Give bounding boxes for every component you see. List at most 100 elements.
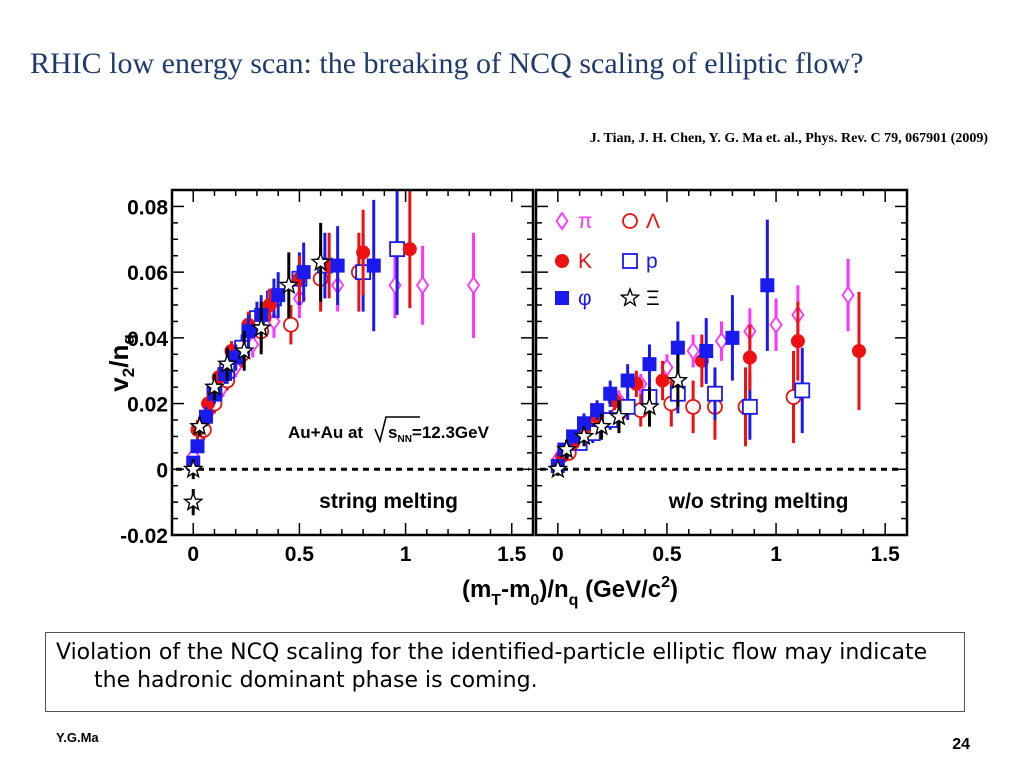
y-axis-label: v2/nq: [104, 334, 138, 391]
y-tick-label: 0: [156, 459, 168, 482]
series-K: [190, 190, 417, 440]
panel-frame: [534, 188, 909, 537]
y-tick-label: 0.04: [127, 328, 168, 351]
marker-pi: [388, 275, 402, 295]
legend-item-p: p: [622, 250, 658, 273]
marker-xi: [189, 415, 211, 436]
sqrt-symbol: [374, 416, 420, 444]
slide-title: RHIC low energy scan: the breaking of NC…: [30, 47, 864, 80]
marker-phi: [296, 265, 311, 280]
x-axis-label: (mT-m0)/nq (GeV/c2): [462, 574, 678, 609]
marker-xi: [667, 369, 689, 390]
legend: π Λ K p φ Ξ: [555, 210, 660, 310]
data-layer: [182, 190, 481, 516]
y-tick-label: -0.02: [120, 525, 168, 548]
annotation-text-rest: sNN=12.3GeV: [388, 423, 490, 445]
marker-pi: [841, 285, 855, 305]
annotation-collision: Au+Au at sNN=12.3GeV: [288, 416, 490, 445]
x-tick-label: 0: [187, 543, 199, 566]
x-tick-label: 1.5: [871, 543, 901, 566]
data-layer: [547, 219, 866, 479]
citation: J. Tian, J. H. Chen, Y. G. Ma et. al., P…: [589, 131, 988, 146]
marker-phi: [271, 288, 286, 303]
marker-p: [622, 253, 638, 269]
marker-pi: [466, 275, 481, 295]
marker-pi: [769, 315, 783, 335]
marker-phi: [699, 344, 714, 358]
legend-label-p: p: [646, 250, 658, 273]
series-phi: [550, 219, 775, 473]
marker-pi: [686, 341, 700, 361]
marker-phi: [330, 258, 345, 273]
y-tick-label: 0.06: [127, 262, 168, 285]
x-tick-label: 0.5: [652, 543, 682, 566]
marker-pi: [415, 275, 430, 295]
marker-xi: [619, 286, 641, 307]
marker-k: [742, 350, 757, 365]
legend-label-Xi: Ξ: [646, 287, 660, 310]
marker-xi: [182, 458, 204, 479]
marker-lambda: [283, 316, 299, 333]
marker-phi: [555, 291, 569, 305]
marker-p: [389, 241, 405, 258]
marker-xi: [182, 491, 204, 512]
panel-label: string melting: [319, 490, 458, 513]
marker-k: [402, 242, 417, 257]
marker-pi: [714, 331, 729, 351]
marker-xi: [278, 274, 300, 295]
marker-phi: [760, 278, 775, 293]
x-tick-label: 1.5: [497, 543, 527, 566]
author-footer: Y.G.Ma: [56, 730, 99, 745]
series-Xi: [547, 354, 689, 479]
marker-p: [741, 398, 758, 415]
y-tick-label: 0.08: [127, 196, 168, 219]
marker-k: [655, 373, 670, 388]
legend-item-phi: φ: [555, 287, 592, 310]
y-tick-label: 0.02: [127, 394, 168, 417]
marker-phi: [670, 340, 685, 355]
series-Xi: [182, 222, 332, 516]
x-tick-label: 1: [770, 543, 782, 566]
legend-label-phi: φ: [578, 287, 592, 310]
panel-frame: [170, 188, 535, 537]
marker-xi: [216, 353, 238, 374]
legend-label-Lambda: Λ: [646, 210, 660, 233]
marker-xi: [590, 415, 612, 436]
marker-lambda: [622, 213, 638, 229]
legend-item-K: K: [555, 250, 592, 273]
marker-phi: [620, 373, 635, 388]
legend-item-pi: π: [555, 210, 593, 233]
marker-phi: [725, 330, 740, 345]
marker-phi: [642, 357, 657, 372]
marker-phi: [603, 386, 618, 401]
marker-lambda: [685, 398, 702, 415]
marker-xi: [233, 339, 255, 360]
legend-label-K: K: [578, 250, 592, 273]
marker-phi: [190, 439, 205, 454]
panel-label: w/o string melting: [668, 490, 849, 513]
marker-k: [356, 245, 371, 260]
marker-xi: [608, 405, 630, 426]
marker-xi: [547, 458, 569, 479]
legend-item-Xi: Ξ: [619, 286, 660, 310]
caption-text: Violation of the NCQ scaling for the ide…: [56, 640, 928, 693]
marker-xi: [556, 438, 577, 459]
panel-string-melting: 0 0.5 1 1.5 string melting: [170, 188, 535, 566]
marker-k: [555, 254, 569, 268]
caption-box: Violation of the NCQ scaling for the ide…: [45, 632, 965, 712]
page-number: 24: [952, 736, 970, 753]
marker-pi: [555, 211, 569, 231]
marker-k: [851, 344, 866, 358]
marker-p: [619, 398, 636, 415]
marker-xi: [638, 395, 660, 416]
marker-k: [790, 334, 805, 349]
marker-phi: [366, 258, 381, 273]
marker-phi: [577, 416, 592, 431]
x-tick-label: 0: [552, 543, 564, 566]
marker-xi: [250, 316, 272, 337]
annotation-text: Au+Au at: [288, 423, 363, 442]
marker-p: [794, 382, 811, 399]
x-tick-label: 1: [400, 543, 412, 566]
panel-wo-string-melting: 0 0.5 1 1.5 w/o string melting: [534, 188, 909, 566]
elliptic-flow-chart: v2/nq (mT-m0)/nq (GeV/c2) -0.02 0 0.02 0.04 0.…: [104, 188, 909, 609]
